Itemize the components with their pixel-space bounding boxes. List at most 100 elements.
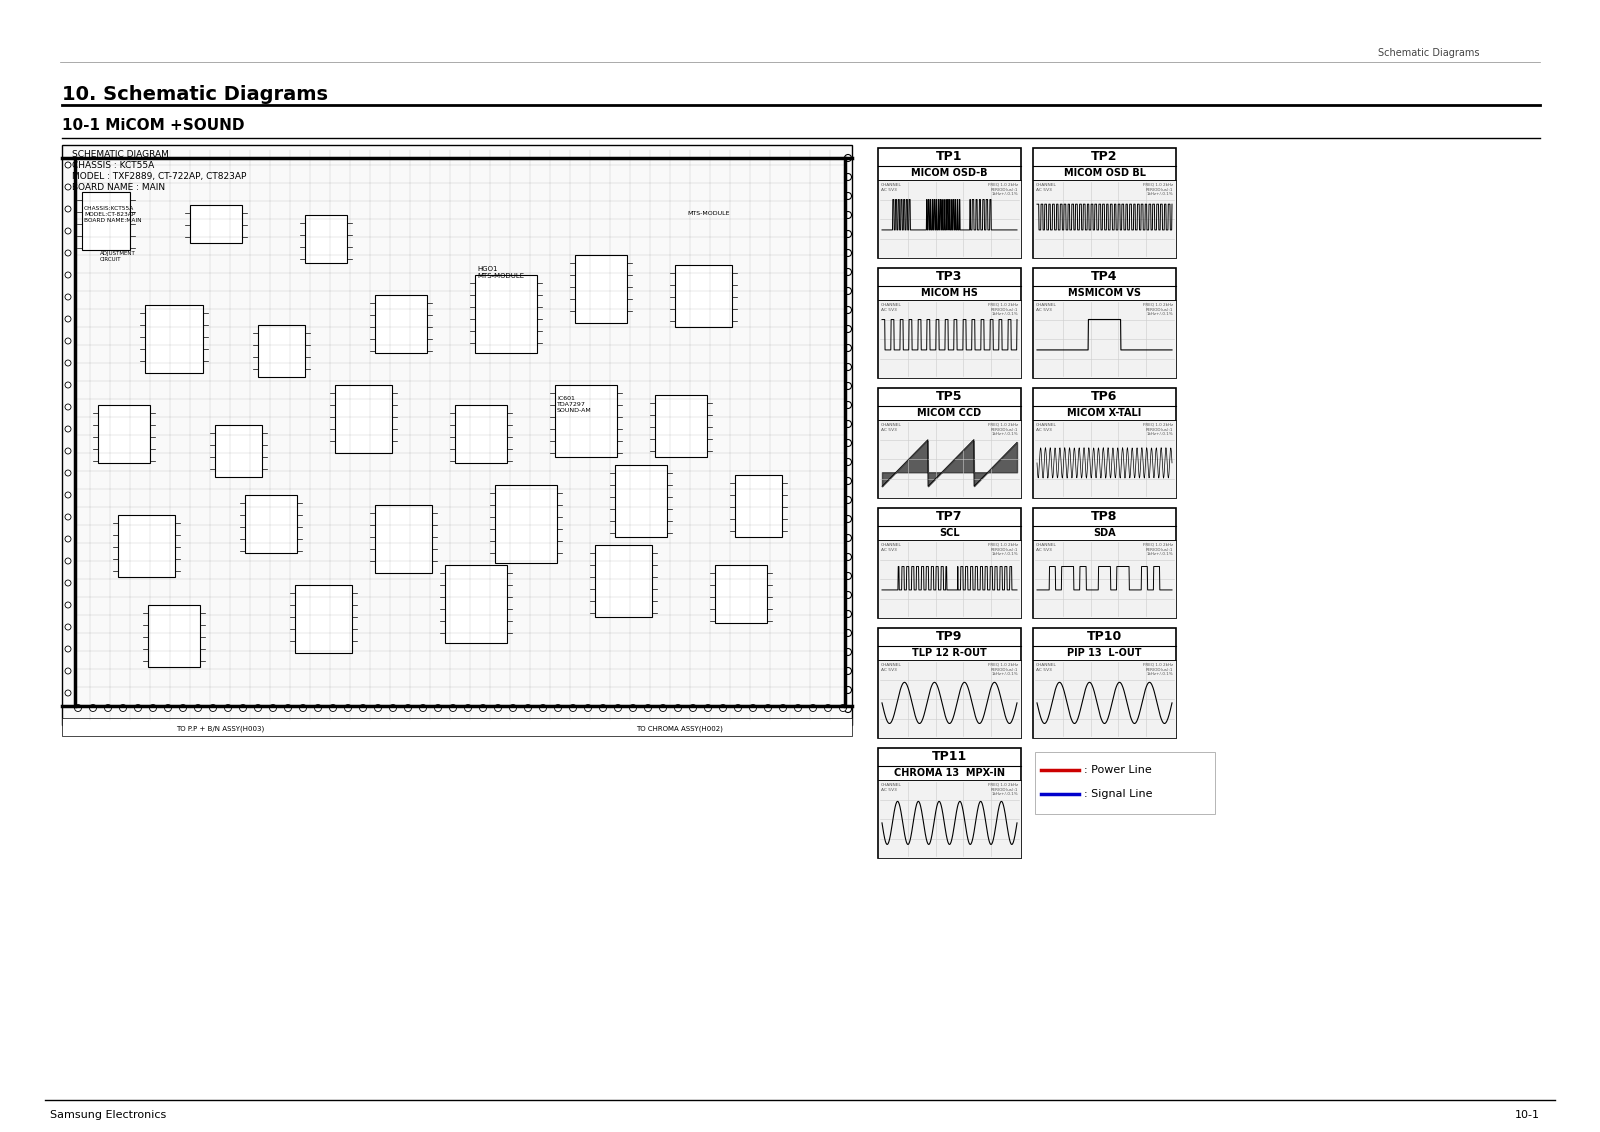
Bar [878, 660, 1021, 738]
Circle shape [450, 704, 456, 712]
Circle shape [845, 154, 851, 162]
Circle shape [120, 704, 126, 712]
Circle shape [845, 478, 851, 484]
Text: IC601
TDA7297
SOUND-AM: IC601 TDA7297 SOUND-AM [557, 396, 592, 412]
Circle shape [66, 558, 70, 564]
Circle shape [66, 580, 70, 586]
Text: 10. Schematic Diagrams: 10. Schematic Diagrams [62, 85, 328, 104]
Circle shape [845, 458, 851, 465]
Circle shape [104, 704, 112, 712]
Bar [1034, 420, 1176, 498]
Circle shape [66, 404, 70, 410]
Circle shape [659, 704, 667, 712]
Circle shape [845, 705, 851, 712]
Text: MICOM HS: MICOM HS [922, 288, 978, 298]
Bar [475, 275, 538, 353]
Circle shape [845, 573, 851, 580]
Circle shape [66, 646, 70, 652]
Text: MICOM X-TALI: MICOM X-TALI [1067, 408, 1142, 418]
Bar [878, 748, 1021, 858]
Text: CHROMA 13  MPX-IN: CHROMA 13 MPX-IN [894, 767, 1005, 778]
Text: TP9: TP9 [936, 631, 963, 643]
Text: FREQ 1.0 2kHz
PERIOD(us):1
1kHz+/-0.1%: FREQ 1.0 2kHz PERIOD(us):1 1kHz+/-0.1% [1142, 423, 1173, 436]
Circle shape [845, 420, 851, 428]
Circle shape [435, 704, 442, 712]
Text: CHANNEL
AC 5V3: CHANNEL AC 5V3 [882, 183, 902, 191]
Bar [214, 424, 262, 477]
Bar [98, 405, 150, 463]
Circle shape [690, 704, 696, 712]
Bar [190, 205, 242, 243]
Text: FREQ 1.0 2kHz
PERIOD(us):1
1kHz+/-0.1%: FREQ 1.0 2kHz PERIOD(us):1 1kHz+/-0.1% [987, 783, 1018, 796]
Text: TP7: TP7 [936, 511, 963, 523]
Circle shape [195, 704, 202, 712]
Circle shape [90, 704, 96, 712]
Circle shape [845, 439, 851, 446]
Bar [595, 544, 653, 617]
Circle shape [66, 691, 70, 696]
Text: CHANNEL
AC 5V3: CHANNEL AC 5V3 [1037, 423, 1058, 431]
Circle shape [734, 704, 741, 712]
Text: CHANNEL
AC 5V3: CHANNEL AC 5V3 [882, 423, 902, 431]
Circle shape [419, 704, 427, 712]
Text: TO P.P + B/N ASSY(H003): TO P.P + B/N ASSY(H003) [176, 726, 264, 732]
Circle shape [66, 338, 70, 344]
Bar [1034, 388, 1176, 498]
Bar [715, 565, 766, 623]
Bar [306, 215, 347, 263]
Circle shape [464, 704, 472, 712]
Circle shape [845, 326, 851, 333]
Circle shape [66, 294, 70, 300]
Circle shape [845, 534, 851, 541]
Text: TP10: TP10 [1086, 631, 1122, 643]
Text: TP5: TP5 [936, 391, 963, 403]
Text: FREQ 1.0 2kHz
PERIOD(us):1
1kHz+/-0.1%: FREQ 1.0 2kHz PERIOD(us):1 1kHz+/-0.1% [1142, 183, 1173, 196]
Circle shape [374, 704, 381, 712]
Circle shape [845, 383, 851, 389]
Text: BOARD NAME : MAIN: BOARD NAME : MAIN [72, 183, 165, 192]
Circle shape [704, 704, 712, 712]
Text: CHANNEL
AC 5V3: CHANNEL AC 5V3 [1037, 543, 1058, 551]
Bar [1034, 268, 1176, 378]
Bar [62, 718, 851, 736]
Bar [1034, 660, 1176, 738]
Text: TLP 12 R-OUT: TLP 12 R-OUT [912, 648, 987, 658]
Circle shape [570, 704, 576, 712]
Bar [878, 508, 1021, 618]
Circle shape [344, 704, 352, 712]
Bar [878, 540, 1021, 618]
Text: ADJUSTMENT
CIRCUIT: ADJUSTMENT CIRCUIT [99, 251, 136, 261]
Text: CHANNEL
AC 5V3: CHANNEL AC 5V3 [882, 303, 902, 311]
Circle shape [315, 704, 322, 712]
Text: TP11: TP11 [931, 751, 966, 763]
Circle shape [66, 360, 70, 366]
Text: FREQ 1.0 2kHz
PERIOD(us):1
1kHz+/-0.1%: FREQ 1.0 2kHz PERIOD(us):1 1kHz+/-0.1% [987, 543, 1018, 556]
Circle shape [525, 704, 531, 712]
Text: CHANNEL
AC 5V3: CHANNEL AC 5V3 [882, 783, 902, 791]
Circle shape [66, 250, 70, 256]
Circle shape [845, 268, 851, 275]
Text: FREQ 1.0 2kHz
PERIOD(us):1
1kHz+/-0.1%: FREQ 1.0 2kHz PERIOD(us):1 1kHz+/-0.1% [987, 183, 1018, 196]
Circle shape [845, 307, 851, 314]
Bar [334, 385, 392, 453]
Circle shape [494, 704, 501, 712]
Text: MODEL : TXF2889, CT-722AP, CT823AP: MODEL : TXF2889, CT-722AP, CT823AP [72, 172, 246, 181]
Circle shape [675, 704, 682, 712]
Circle shape [584, 704, 592, 712]
Circle shape [845, 686, 851, 694]
Bar [878, 420, 1021, 498]
Circle shape [285, 704, 291, 712]
Bar [878, 388, 1021, 498]
Text: TP2: TP2 [1091, 151, 1118, 163]
Text: TP1: TP1 [936, 151, 963, 163]
Text: Samsung Electronics: Samsung Electronics [50, 1110, 166, 1120]
Circle shape [509, 704, 517, 712]
Circle shape [845, 554, 851, 560]
Circle shape [254, 704, 261, 712]
Bar [654, 395, 707, 457]
Bar [878, 300, 1021, 378]
Bar [675, 265, 733, 327]
Bar [258, 325, 306, 377]
Circle shape [845, 173, 851, 180]
Text: TP6: TP6 [1091, 391, 1118, 403]
